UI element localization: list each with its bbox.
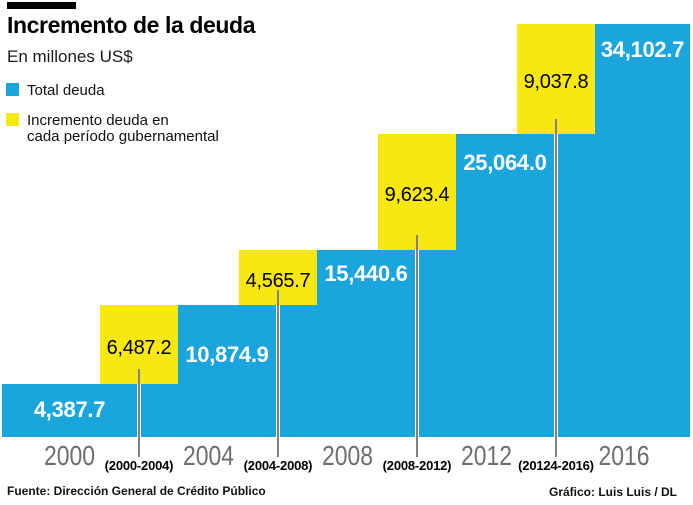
axis-year-2008: 2008 [321,440,374,471]
leader-line-2 [277,290,279,457]
leader-line-3 [416,235,418,457]
axis-year-2000: 2000 [43,440,96,471]
axis-period-3: (2008-2012) [382,458,452,473]
total-deuda-value-2016: 34,102.7 [600,37,685,62]
axis-period-2: (2004-2008) [243,458,313,473]
total-deuda-bar-2000 [2,383,137,437]
chart-title: Incremento de la deuda [7,12,256,38]
kicker-bar [7,2,76,9]
legend-swatch-yellow [6,113,19,126]
legend-label-incremento-line1: Incremento deuda en [27,112,169,129]
leader-line-1 [138,368,140,457]
legend-label-incremento-line2: cada período gubernamental [27,128,219,145]
legend-label-total-deuda: Total deuda [27,82,105,99]
legend-item-incremento: Incremento deuda en cada período guberna… [6,113,219,145]
axis-period-4: (20124-2016) [518,458,594,473]
total-deuda-value-2008: 15,440.6 [324,261,408,286]
graphic-credit: Gráfico: Luis Luis / DL [548,485,677,499]
total-deuda-value-2000: 4,387.7 [33,396,106,422]
legend-swatch-blue [6,83,19,96]
total-deuda-value-2004: 10,874.9 [185,342,269,368]
axis-year-2004: 2004 [182,440,235,471]
axis-period-1: (2000-2004) [104,458,174,473]
incremento-value-1: 6,487.2 [106,336,172,359]
legend-item-total-deuda: Total deuda [6,83,105,99]
chart-subtitle: En millones US$ [7,47,133,66]
leader-line-4 [555,118,557,457]
incremento-value-2: 4,565.7 [245,269,311,292]
incremento-value-4: 9,037.8 [523,70,589,93]
legend-label-incremento: Incremento deuda en cada período guberna… [27,113,219,145]
axis-year-2016: 2016 [598,440,650,471]
incremento-value-3: 9,623.4 [384,183,450,206]
source-credit: Fuente: Dirección General de Crédito Púb… [7,484,266,498]
incremento-bar-4 [517,24,595,134]
incremento-bar-3 [378,133,456,250]
total-deuda-value-2012: 25,064.0 [463,149,547,175]
axis-year-2012: 2012 [460,440,513,471]
